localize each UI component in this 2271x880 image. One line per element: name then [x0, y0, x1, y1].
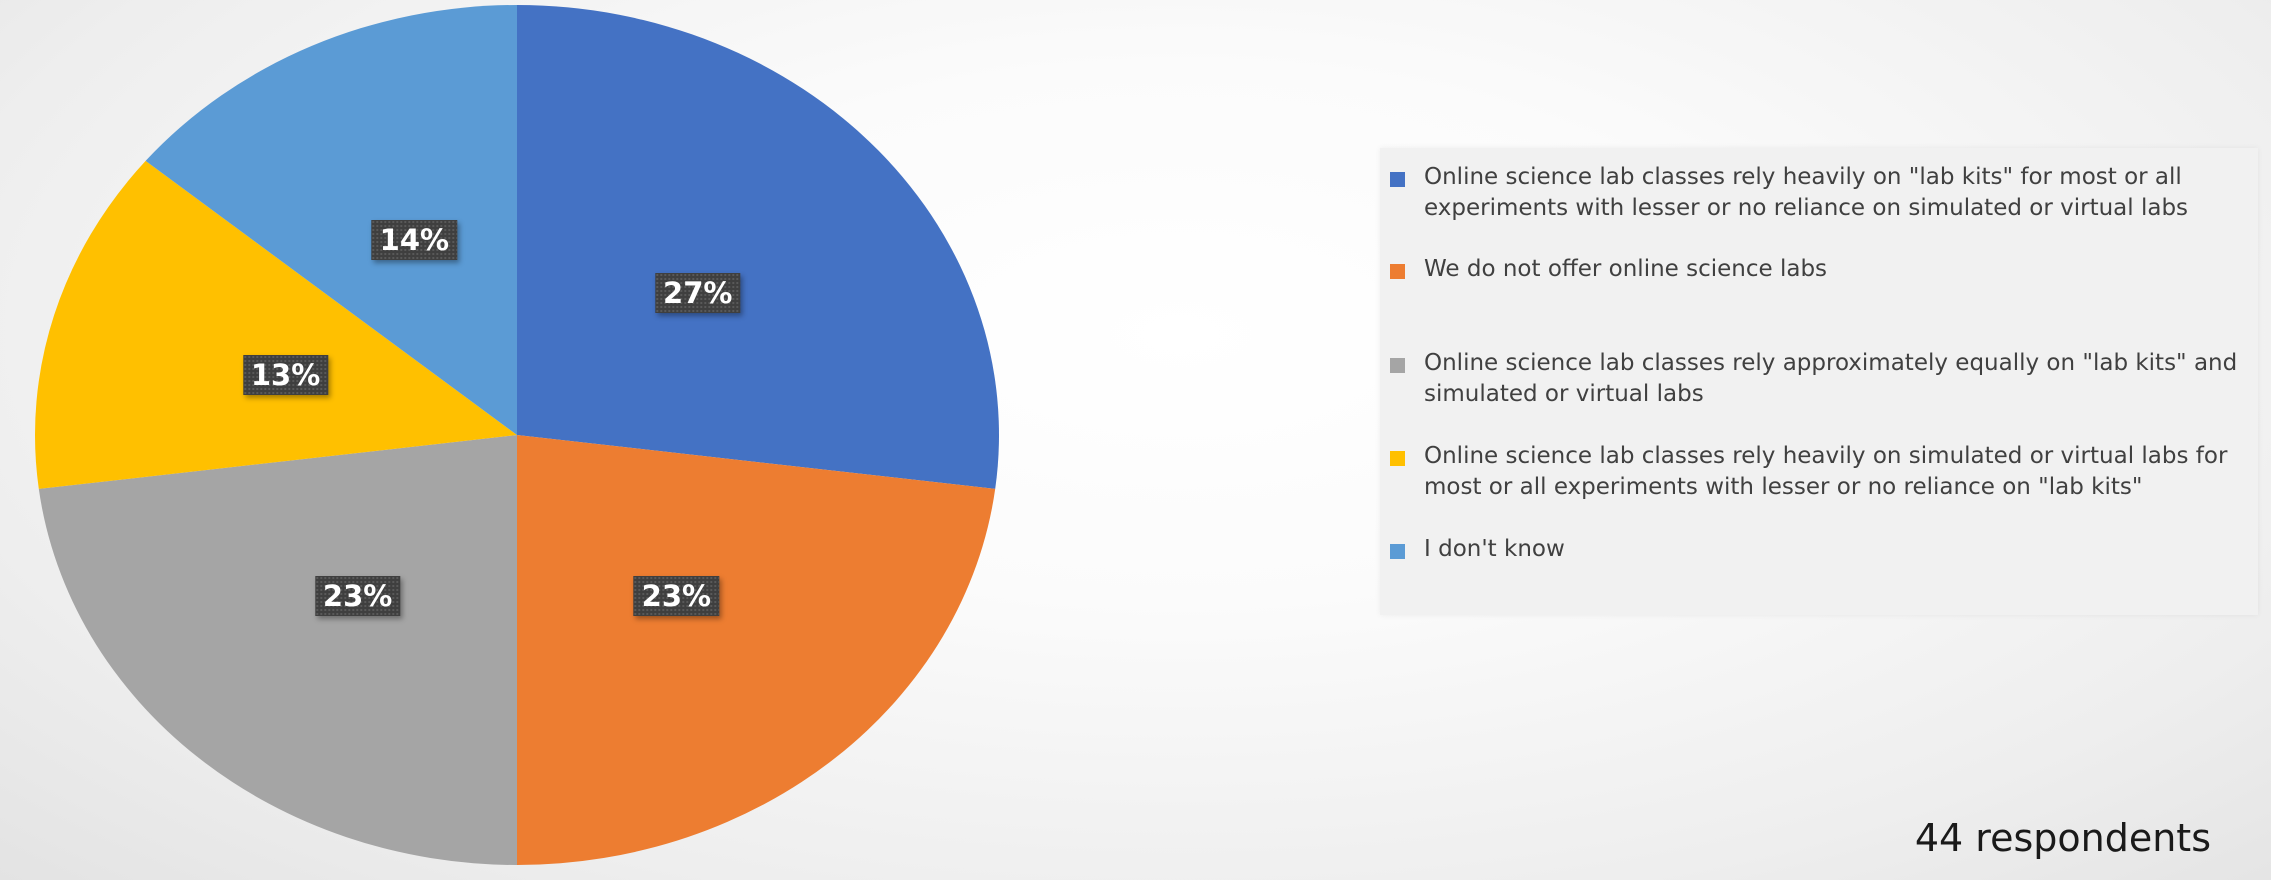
legend-label: Online science lab classes rely approxim… — [1424, 350, 2238, 407]
legend-item-no-online-labs: We do not offer online science labs — [1390, 254, 2250, 285]
legend-swatch — [1390, 544, 1405, 559]
legend-item-dont-know: I don't know — [1390, 534, 2250, 565]
pie-slice-virtual-labs — [34, 160, 517, 489]
legend: Online science lab classes rely heavily … — [1380, 148, 2258, 615]
legend-item-equal-reliance: Online science lab classes rely approxim… — [1390, 348, 2250, 410]
legend-label: We do not offer online science labs — [1424, 256, 1828, 282]
respondents-note: 44 respondents — [1914, 816, 2211, 860]
legend-label: I don't know — [1424, 536, 1565, 562]
legend-swatch — [1390, 358, 1405, 373]
legend-label: Online science lab classes rely heavily … — [1424, 443, 2228, 500]
pie-slice-lab-kits — [517, 5, 999, 489]
legend-item-lab-kits: Online science lab classes rely heavily … — [1390, 162, 2250, 224]
legend-label: Online science lab classes rely heavily … — [1424, 164, 2189, 221]
data-label-virtual-labs: 13% — [242, 355, 329, 396]
legend-swatch — [1390, 172, 1405, 187]
data-label-dont-know: 14% — [371, 220, 458, 261]
legend-item-virtual-labs: Online science lab classes rely heavily … — [1390, 441, 2250, 503]
legend-swatch — [1390, 264, 1405, 279]
data-label-equal-reliance: 23% — [314, 576, 401, 617]
data-label-no-online-labs: 23% — [633, 576, 720, 617]
legend-swatch — [1390, 451, 1405, 466]
pie-slice-no-online-labs — [517, 435, 996, 865]
data-label-lab-kits: 27% — [655, 272, 741, 313]
pie-chart — [34, 5, 999, 865]
pie-slice-equal-reliance — [38, 435, 517, 865]
pie-slice-dont-know — [145, 5, 517, 435]
